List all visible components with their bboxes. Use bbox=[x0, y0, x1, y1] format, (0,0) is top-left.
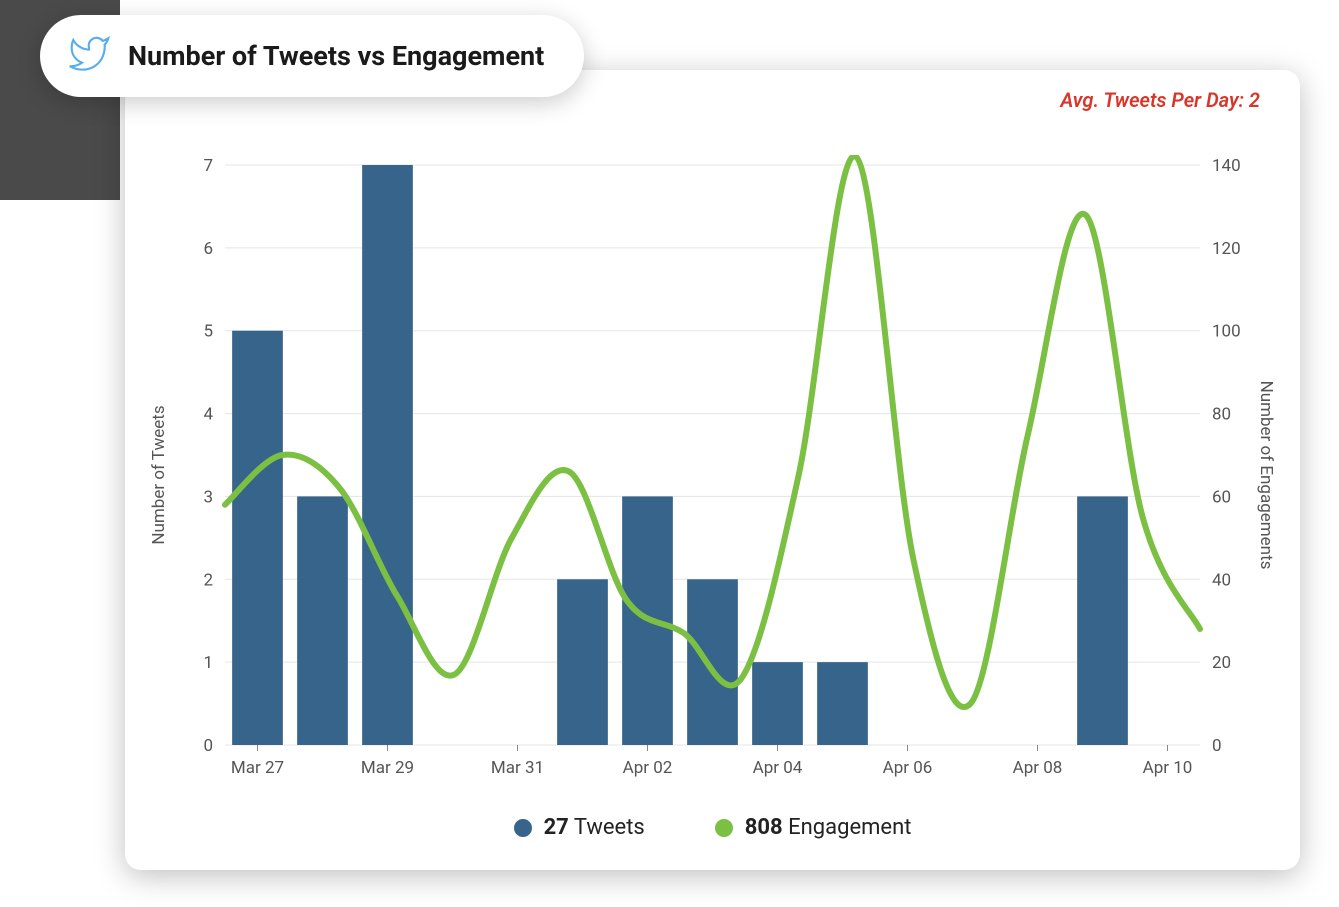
svg-text:1: 1 bbox=[203, 653, 213, 673]
bar bbox=[752, 662, 803, 745]
svg-text:0: 0 bbox=[1212, 736, 1222, 756]
legend-engagement-text: 808 Engagement bbox=[745, 815, 912, 840]
chart-area: Number of Tweets Number of Engagements 0… bbox=[155, 155, 1270, 795]
svg-text:4: 4 bbox=[203, 405, 213, 425]
svg-text:Apr 10: Apr 10 bbox=[1143, 758, 1193, 778]
avg-tweets-label: Avg. Tweets Per Day: 2 bbox=[1060, 88, 1260, 112]
legend-tweets-count: 27 bbox=[544, 815, 569, 840]
svg-text:60: 60 bbox=[1212, 487, 1231, 507]
svg-text:120: 120 bbox=[1212, 239, 1241, 259]
title-chip: Number of Tweets vs Engagement bbox=[40, 15, 584, 97]
bar bbox=[297, 496, 348, 745]
svg-text:3: 3 bbox=[203, 487, 213, 507]
legend-tweets-text: 27 Tweets bbox=[544, 815, 645, 840]
y-axis-right-label: Number of Engagements bbox=[1256, 381, 1276, 570]
svg-text:Apr 04: Apr 04 bbox=[753, 758, 803, 778]
bar bbox=[557, 579, 608, 745]
svg-text:100: 100 bbox=[1212, 322, 1241, 342]
svg-text:Apr 02: Apr 02 bbox=[623, 758, 673, 778]
twitter-icon bbox=[68, 33, 110, 79]
svg-text:Apr 08: Apr 08 bbox=[1013, 758, 1063, 778]
bar bbox=[362, 165, 413, 745]
svg-text:140: 140 bbox=[1212, 156, 1241, 176]
svg-text:7: 7 bbox=[203, 156, 213, 176]
svg-text:2: 2 bbox=[203, 570, 213, 590]
svg-text:6: 6 bbox=[203, 239, 213, 259]
bar bbox=[817, 662, 868, 745]
legend-tweets-dot bbox=[514, 819, 532, 837]
legend-tweets-label: Tweets bbox=[574, 815, 645, 840]
chart-legend: 27 Tweets 808 Engagement bbox=[155, 815, 1270, 840]
chart-card: Avg. Tweets Per Day: 2 Number of Tweets … bbox=[125, 70, 1300, 870]
bar bbox=[687, 579, 738, 745]
y-axis-left-label: Number of Tweets bbox=[149, 405, 169, 544]
avg-label-text: Avg. Tweets Per Day: bbox=[1060, 88, 1249, 112]
svg-text:Mar 29: Mar 29 bbox=[361, 758, 414, 778]
legend-engagement-count: 808 bbox=[745, 815, 783, 840]
svg-text:40: 40 bbox=[1212, 570, 1231, 590]
svg-text:80: 80 bbox=[1212, 405, 1231, 425]
svg-text:0: 0 bbox=[203, 736, 213, 756]
legend-engagement: 808 Engagement bbox=[715, 815, 912, 840]
chart-svg: 0 1 2 3 4 5 6 7 0 20 40 60 80 100 120 140 Mar 27 Mar 29… bbox=[155, 155, 1270, 795]
legend-engagement-dot bbox=[715, 819, 733, 837]
svg-text:Apr 06: Apr 06 bbox=[883, 758, 933, 778]
svg-text:Mar 31: Mar 31 bbox=[491, 758, 544, 778]
bar bbox=[232, 331, 283, 745]
svg-text:20: 20 bbox=[1212, 653, 1231, 673]
legend-tweets: 27 Tweets bbox=[514, 815, 645, 840]
avg-value: 2 bbox=[1249, 88, 1260, 112]
svg-text:5: 5 bbox=[203, 322, 213, 342]
chart-title: Number of Tweets vs Engagement bbox=[128, 40, 544, 72]
legend-engagement-label: Engagement bbox=[788, 815, 911, 840]
bar bbox=[1077, 496, 1128, 745]
svg-text:Mar 27: Mar 27 bbox=[231, 758, 284, 778]
